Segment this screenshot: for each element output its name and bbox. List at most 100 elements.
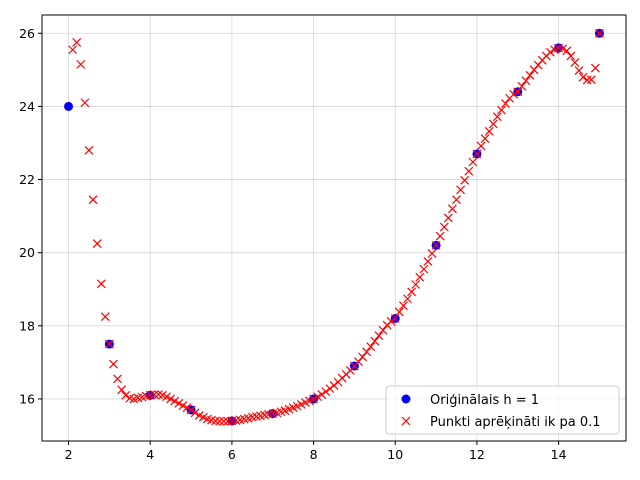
x-tick-label: 14	[551, 447, 567, 462]
plot-background	[42, 15, 626, 441]
legend: Oriģinālais h = 1 Punkti aprēķināti ik p…	[385, 385, 620, 435]
computed-point	[370, 336, 380, 346]
computed-point	[419, 264, 429, 274]
computed-point	[431, 240, 441, 250]
computed-point	[423, 257, 433, 266]
computed-point	[456, 185, 466, 195]
computed-point	[96, 279, 106, 289]
computed-point	[227, 416, 237, 426]
computed-point	[374, 331, 384, 341]
x-tick-label: 8	[310, 447, 318, 462]
y-tick-label: 24	[19, 99, 35, 114]
computed-point	[521, 76, 531, 86]
legend-circle-marker	[401, 394, 411, 404]
computed-point	[358, 352, 368, 362]
computed-point	[223, 416, 233, 426]
computed-point	[492, 112, 502, 122]
y-tick-label: 18	[19, 318, 35, 333]
computed-point	[366, 342, 376, 352]
computed-point	[399, 301, 408, 311]
computed-point	[497, 105, 506, 115]
computed-point	[476, 141, 486, 151]
x-tick-label: 12	[469, 447, 485, 462]
x-tick-label: 4	[146, 447, 154, 462]
computed-point	[452, 195, 461, 205]
computed-point	[411, 280, 421, 289]
computed-point	[166, 394, 176, 404]
computed-point	[501, 99, 510, 108]
computed-point	[390, 314, 400, 323]
computed-point	[378, 325, 388, 335]
computed-point	[313, 392, 323, 402]
computed-point	[525, 70, 535, 80]
computed-point	[149, 390, 159, 399]
grid	[42, 15, 626, 441]
computed-point	[582, 75, 592, 85]
x-tick-label: 10	[387, 447, 403, 462]
computed-point	[590, 63, 600, 73]
computed-point	[595, 28, 604, 38]
computed-point	[386, 317, 396, 326]
computed-point	[219, 416, 229, 426]
computed-point	[76, 59, 86, 69]
computed-point	[80, 98, 90, 108]
original-point	[64, 101, 74, 111]
computed-point	[464, 166, 474, 176]
computed-point	[174, 398, 184, 408]
legend-box	[385, 385, 620, 435]
computed-point	[186, 405, 196, 415]
computed-point	[443, 213, 453, 223]
computed-point	[480, 134, 490, 144]
computed-point	[88, 195, 98, 205]
computed-point	[546, 47, 555, 57]
series-layer	[64, 28, 604, 426]
legend-label-computed: Punkti aprēķināti ik pa 0.1	[430, 415, 601, 430]
computed-point	[190, 408, 200, 418]
computed-point	[121, 390, 131, 400]
plot-frame	[41, 14, 627, 442]
x-tick-label: 2	[65, 447, 73, 462]
computed-point	[517, 81, 527, 91]
computed-point	[68, 45, 78, 55]
computed-point	[484, 126, 494, 136]
computed-point	[562, 46, 572, 56]
legend-x-marker	[401, 416, 411, 426]
computed-point	[513, 87, 523, 97]
computed-point	[472, 149, 482, 159]
computed-point	[100, 312, 110, 322]
y-tick-label: 22	[19, 172, 35, 187]
computed-point	[109, 359, 118, 369]
computed-point	[570, 58, 580, 67]
computed-point	[84, 145, 94, 155]
computed-point	[403, 294, 412, 304]
computed-point	[509, 89, 519, 99]
y-tick-label: 16	[19, 391, 35, 406]
computed-point	[448, 204, 457, 214]
computed-point	[394, 307, 404, 317]
computed-point	[460, 175, 470, 185]
computed-point	[104, 339, 114, 349]
computed-point	[586, 75, 596, 85]
computed-point	[92, 239, 102, 248]
computed-point	[407, 287, 417, 297]
x-tick-label: 6	[228, 447, 236, 462]
computed-point	[170, 396, 180, 406]
computed-point	[215, 416, 225, 426]
computed-point	[488, 119, 498, 129]
computed-point	[182, 403, 192, 413]
computed-point	[427, 248, 437, 258]
computed-point	[558, 44, 568, 54]
computed-point	[578, 72, 588, 82]
y-tick-label: 26	[19, 26, 35, 41]
computed-point	[566, 51, 576, 61]
computed-point	[117, 385, 127, 395]
computed-point	[317, 390, 327, 399]
computed-point	[178, 401, 188, 410]
computed-point	[468, 157, 478, 167]
computed-point	[162, 392, 171, 402]
computed-point	[415, 272, 425, 282]
computed-point	[574, 66, 584, 76]
legend-label-original: Oriģinālais h = 1	[430, 393, 539, 408]
